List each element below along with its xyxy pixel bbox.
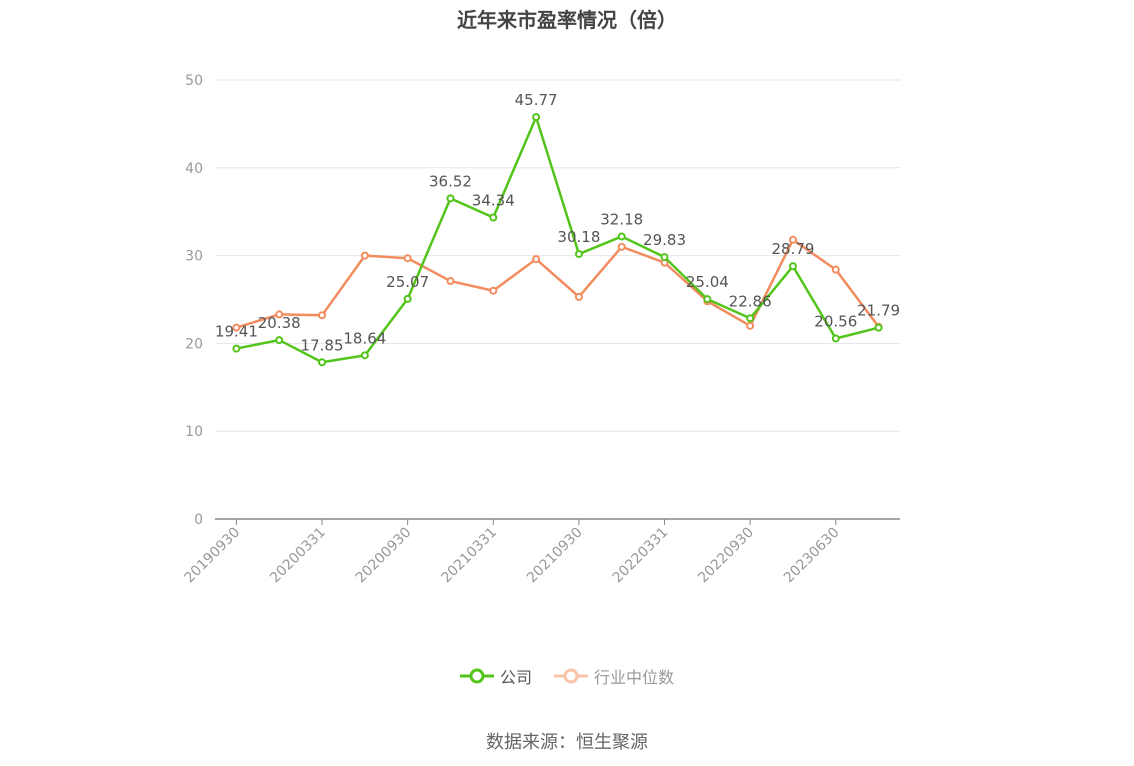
series-0-point-1 <box>275 336 284 345</box>
data-label-6: 34.34 <box>472 191 515 209</box>
data-label-7: 45.77 <box>515 91 558 109</box>
y-axis-ticks: 0 10 20 30 40 50 <box>185 73 203 528</box>
data-label-13: 28.79 <box>771 240 814 258</box>
series-1-point-3 <box>360 251 369 260</box>
series-0-point-8 <box>574 250 583 259</box>
series-1-point-14 <box>831 265 840 274</box>
x-tick-label-20190930: 20190930 <box>182 525 244 587</box>
data-label-15: 21.79 <box>857 302 900 320</box>
series-1-point-13 <box>788 235 797 244</box>
x-tick-label-20230630: 20230630 <box>781 525 843 587</box>
series-line-0 <box>236 115 879 364</box>
data-label-11: 25.04 <box>686 273 729 291</box>
data-label-10: 29.83 <box>643 231 686 249</box>
series-0-point-14 <box>831 334 840 343</box>
data-label-0: 19.41 <box>215 323 258 341</box>
x-tick-label-20200930: 20200930 <box>353 525 415 587</box>
source-note: 数据来源：恒生聚源 <box>486 732 648 753</box>
legend: 公司 行业中位数 <box>0 664 1134 688</box>
series-group <box>232 113 883 367</box>
x-axis: 20190930 20200331 20200930 20210331 20210930… <box>182 518 900 587</box>
series-0-point-0 <box>232 344 241 353</box>
data-label-5: 36.52 <box>429 172 472 190</box>
data-label-9: 32.18 <box>600 210 643 228</box>
y-tick-label-40: 40 <box>185 161 203 177</box>
x-tick-label-20210331: 20210331 <box>438 525 500 587</box>
y-tick-label-20: 20 <box>185 336 203 352</box>
legend-company-marker <box>459 668 494 684</box>
x-tick-label-20220930: 20220930 <box>695 525 757 587</box>
chart-title: 近年来市盈率情况（倍） <box>457 8 677 32</box>
series-1-point-4 <box>403 254 412 263</box>
series-0-point-5 <box>446 194 455 203</box>
series-0-point-10 <box>660 253 669 262</box>
legend-item-company[interactable]: 公司 <box>459 664 532 688</box>
series-1-point-7 <box>532 255 541 264</box>
y-tick-label-0: 0 <box>194 512 203 528</box>
series-0-point-3 <box>360 351 369 360</box>
series-0-point-13 <box>788 262 797 271</box>
y-tick-label-50: 50 <box>185 73 203 89</box>
series-0-point-9 <box>617 232 626 241</box>
series-line-1 <box>236 238 880 329</box>
series-1-point-8 <box>574 292 583 301</box>
data-label-14: 20.56 <box>814 312 857 330</box>
series-0-point-4 <box>403 294 412 303</box>
series-0-point-12 <box>746 314 755 323</box>
series-1-point-12 <box>746 321 755 330</box>
x-tick-label-20210930: 20210930 <box>524 525 586 587</box>
legend-company-label: 公司 <box>499 668 532 687</box>
data-label-1: 20.38 <box>258 314 301 332</box>
series-1-point-5 <box>446 277 455 286</box>
legend-industry-label: 行业中位数 <box>594 668 675 687</box>
y-tick-label-10: 10 <box>185 424 203 440</box>
series-1-point-2 <box>318 311 327 320</box>
series-0-point-2 <box>318 358 327 367</box>
series-1-point-0 <box>232 323 241 332</box>
data-label-2: 17.85 <box>301 336 344 354</box>
series-0-point-6 <box>489 213 498 222</box>
series-1-point-6 <box>489 286 498 295</box>
data-label-12: 22.86 <box>729 292 772 310</box>
legend-industry-marker <box>554 668 588 684</box>
legend-item-industry-median[interactable]: 行业中位数 <box>554 664 674 688</box>
data-label-8: 30.18 <box>557 228 600 246</box>
data-label-3: 18.64 <box>343 329 386 347</box>
data-label-4: 25.07 <box>386 273 429 291</box>
y-tick-label-30: 30 <box>185 249 203 265</box>
series-0-point-11 <box>703 295 712 304</box>
x-tick-label-20220331: 20220331 <box>610 525 672 587</box>
series-1-point-9 <box>617 242 626 251</box>
x-tick-label-20200331: 20200331 <box>267 525 329 587</box>
series-0-point-15 <box>874 323 883 332</box>
series-1-point-1 <box>275 310 284 319</box>
series-0-point-7 <box>532 113 541 122</box>
